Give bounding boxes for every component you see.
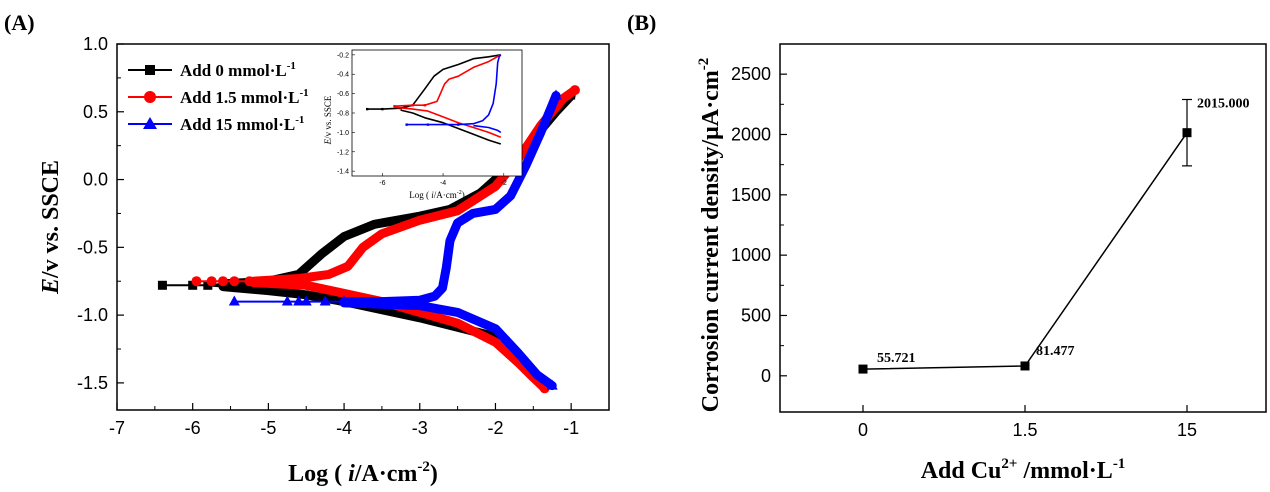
panel-a-y-axis-title: E/v vs. SSCE — [38, 160, 64, 295]
data-label: 81.477 — [1036, 344, 1075, 359]
x-tick-label: 0 — [858, 420, 868, 440]
inset-y-tick-label: -1.2 — [337, 149, 349, 156]
panel-a-label: (A) — [4, 10, 35, 35]
y-tick-label: 1.0 — [83, 34, 108, 54]
y-tick-label: -1.0 — [77, 305, 108, 325]
figure: (A) -7 -6 -5 -4 -3 -2 -1-1.5-1.0-0.50.00.51.0 … — [0, 0, 1270, 492]
series-1-point — [218, 276, 228, 286]
inset-y-axis-title: E/v vs. SSCE — [323, 95, 333, 145]
legend-label-0: Add 0 mmol·L-1 — [180, 60, 296, 80]
y-tick-label: 0 — [761, 366, 771, 386]
x-tick-label: -7 — [109, 418, 125, 438]
inset-series-0-point — [381, 108, 383, 110]
series-0-point — [158, 281, 167, 290]
x-tick-label: -1 — [563, 418, 579, 438]
inset-series-2-point — [405, 123, 407, 125]
y-tick-label: -0.5 — [77, 237, 108, 257]
inset-series-1-point — [424, 104, 426, 106]
y-tick-label: 0.5 — [83, 102, 108, 122]
panel-b-ticks: 0 1.5 15 0 500 1000 1500 2000 2500 — [731, 64, 1197, 440]
y-tick-label: 1500 — [731, 185, 771, 205]
panel-b-plot-frame — [780, 44, 1266, 412]
y-tick-label: 500 — [741, 305, 771, 325]
inset-series-2-point — [457, 123, 459, 125]
inset-y-tick-label: -1.4 — [337, 169, 349, 176]
series-2-point — [229, 296, 240, 306]
x-tick-label: 15 — [1177, 420, 1197, 440]
inset-series-1-point — [412, 104, 414, 106]
inset-y-tick-label: -0.4 — [337, 72, 349, 79]
series-1-point — [191, 276, 201, 286]
series-1-point — [229, 276, 239, 286]
y-tick-label: -1.5 — [77, 373, 108, 393]
inset-series-0-point — [366, 108, 368, 110]
inset-y-tick-label: -0.6 — [337, 91, 349, 98]
inset-y-tick-label: -0.2 — [337, 52, 349, 59]
x-tick-label: 1.5 — [1012, 420, 1037, 440]
data-point — [1183, 128, 1192, 137]
inset-x-tick-label: -6 — [379, 180, 385, 187]
panel-b-series: 55.721 81.477 2015.000 — [859, 97, 1250, 374]
x-tick-label: -4 — [336, 418, 352, 438]
panel-b-label: (B) — [627, 10, 656, 35]
panel-a-legend: Add 0 mmol·L-1 Add 1.5 mmol·L-1 Add 15 m… — [128, 60, 309, 134]
panel-b-x-axis-title: Add Cu2+ /mmol·L-1 — [921, 456, 1126, 484]
data-point — [859, 365, 868, 374]
x-tick-label: -6 — [185, 418, 201, 438]
inset-y-tick-label: -0.8 — [337, 111, 349, 118]
current-density-line — [863, 133, 1187, 369]
series-1-point — [207, 276, 217, 286]
y-tick-label: 0.0 — [83, 170, 108, 190]
panel-a-x-axis-title: Log ( i/A·cm-2) — [288, 459, 438, 487]
panel-a: (A) -7 -6 -5 -4 -3 -2 -1-1.5-1.0-0.50.00.51.0 … — [4, 10, 609, 487]
inset-x-tick-label: -4 — [440, 180, 446, 187]
y-tick-label: 2500 — [731, 64, 771, 84]
panel-b-y-axis-title: Corrosion current density/μA·cm-2 — [696, 58, 724, 413]
legend-label-1: Add 1.5 mmol·L-1 — [180, 87, 309, 107]
y-tick-label: 1000 — [731, 245, 771, 265]
data-label: 2015.000 — [1197, 97, 1250, 112]
x-tick-label: -3 — [412, 418, 428, 438]
legend-label-2: Add 15 mmol·L-1 — [180, 114, 304, 134]
inset-y-tick-label: -1.0 — [337, 130, 349, 137]
series-1-end-point — [570, 85, 580, 95]
panel-b: (B) 0 1.5 15 0 500 1000 1500 2000 2500 55.721 81.… — [627, 10, 1266, 484]
legend-marker-circle — [144, 91, 156, 103]
data-point — [1021, 361, 1030, 370]
inset-series-1-point — [393, 105, 395, 107]
data-label: 55.721 — [877, 351, 916, 366]
inset-x-axis-title: Log ( i/A·cm-2) — [409, 190, 465, 200]
x-tick-label: -2 — [487, 418, 503, 438]
y-tick-label: 2000 — [731, 124, 771, 144]
series-2-cathodic-branch — [344, 303, 552, 386]
series-1-point — [244, 276, 254, 286]
inset-series-2-point — [427, 123, 429, 125]
x-tick-label: -5 — [260, 418, 276, 438]
legend-marker-square — [145, 65, 155, 75]
inset-x-tick-label: -2 — [501, 180, 507, 187]
